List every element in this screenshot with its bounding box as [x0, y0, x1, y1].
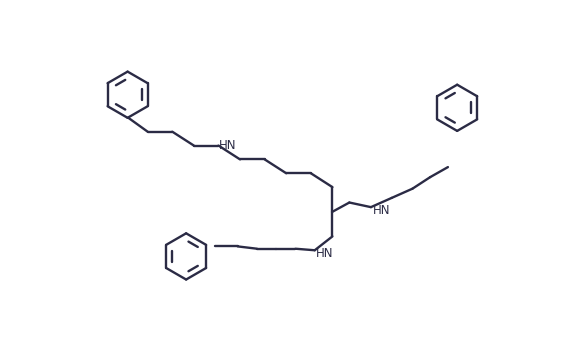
Text: HN: HN: [218, 139, 236, 152]
Text: HN: HN: [372, 204, 390, 217]
Text: HN: HN: [315, 247, 333, 260]
